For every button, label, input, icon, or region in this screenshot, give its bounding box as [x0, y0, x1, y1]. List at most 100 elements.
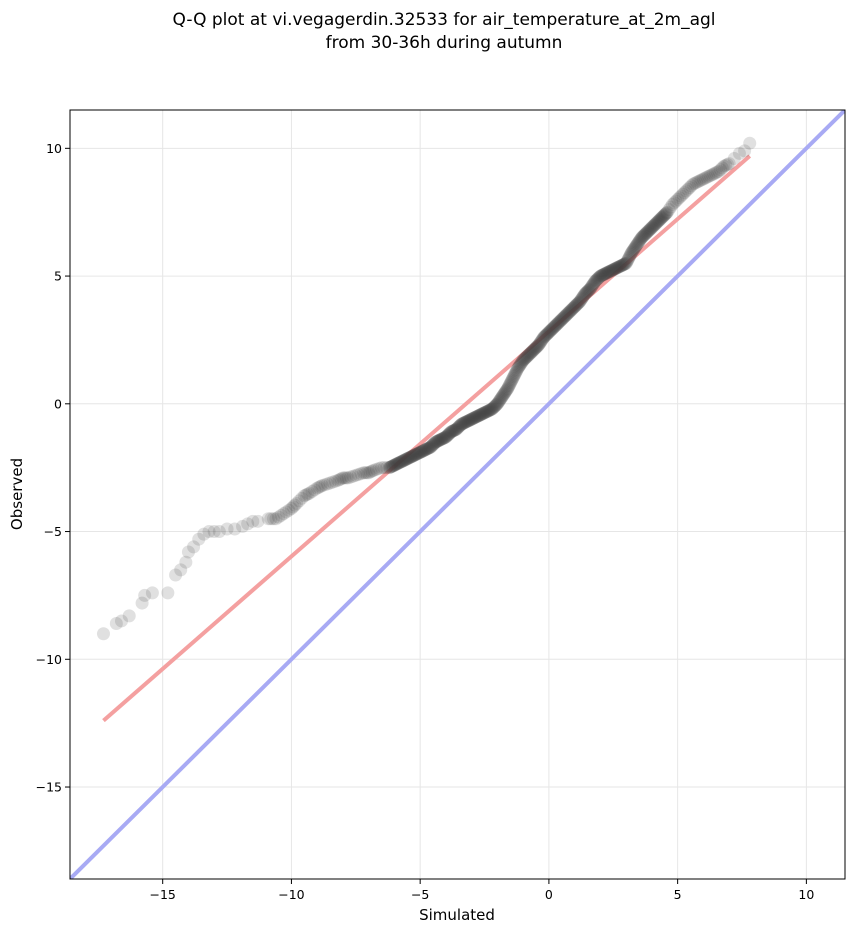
quantile-point	[590, 273, 604, 287]
quantile-point	[640, 225, 654, 239]
quantile-point	[310, 481, 324, 495]
quantile-point	[274, 508, 288, 522]
quantile-point	[587, 276, 601, 290]
quantile-point	[579, 286, 593, 300]
quantile-point	[614, 259, 628, 273]
quantile-point	[286, 500, 300, 514]
quantile-point	[473, 408, 487, 422]
x-tick-label: −10	[278, 887, 304, 902]
quantile-point	[629, 238, 643, 252]
quantile-point	[712, 164, 726, 178]
quantile-point	[480, 404, 494, 418]
quantile-point	[312, 480, 326, 494]
quantile-point	[487, 400, 501, 414]
quantile-point	[295, 491, 309, 505]
quantile-point	[550, 317, 564, 331]
quantile-point	[109, 617, 123, 631]
quantile-point	[542, 325, 556, 339]
quantile-point	[639, 226, 653, 240]
quantile-point	[482, 403, 496, 417]
quantile-point	[421, 442, 435, 456]
quantile-point	[358, 466, 372, 480]
quantile-point	[448, 423, 462, 437]
quantile-point	[538, 329, 552, 343]
quantile-point	[499, 384, 513, 398]
quantile-point	[486, 401, 500, 415]
quantile-point	[466, 411, 480, 425]
quantile-point	[338, 471, 352, 485]
quantile-point	[464, 412, 478, 426]
fit-line	[102, 154, 752, 723]
quantile-point	[179, 555, 193, 569]
quantile-point	[568, 300, 582, 314]
quantile-point	[582, 283, 596, 297]
quantile-point	[624, 248, 638, 262]
quantile-point	[653, 212, 667, 226]
quantile-point	[344, 470, 358, 484]
quantile-point	[440, 429, 454, 443]
quantile-point	[620, 255, 634, 269]
quantile-point	[696, 172, 710, 186]
chart-title-line-2: from 30-36h during autumn	[326, 33, 563, 53]
quantile-point	[96, 627, 110, 641]
quantile-point	[667, 196, 681, 210]
quantile-point	[564, 303, 578, 317]
quantile-point	[489, 398, 503, 412]
quantile-point	[615, 258, 629, 272]
quantile-point	[568, 299, 582, 313]
quantile-point	[246, 514, 260, 528]
quantile-point	[493, 394, 507, 408]
quantile-point	[426, 437, 440, 451]
quantile-point	[532, 338, 546, 352]
quantile-point	[404, 450, 418, 464]
quantile-point	[251, 514, 265, 528]
quantile-point	[487, 400, 501, 414]
quantile-point	[732, 146, 746, 160]
quantile-point	[544, 323, 558, 337]
quantile-point	[567, 300, 581, 314]
quantile-point	[559, 308, 573, 322]
quantile-point	[553, 314, 567, 328]
quantile-point	[586, 277, 600, 291]
quantile-point	[302, 486, 316, 500]
quantile-point	[419, 442, 433, 456]
x-tick-label: 0	[545, 887, 553, 902]
quantile-point	[557, 310, 571, 324]
quantile-point	[499, 385, 513, 399]
quantile-point	[135, 596, 149, 610]
quantile-point	[444, 425, 458, 439]
quantile-point	[656, 210, 670, 224]
quantile-point	[398, 453, 412, 467]
quantile-point	[537, 330, 551, 344]
quantile-point	[612, 260, 626, 274]
quantile-point	[425, 439, 439, 453]
quantile-point	[571, 296, 585, 310]
quantile-point	[473, 408, 487, 422]
quantile-point	[546, 322, 560, 336]
quantile-point	[672, 191, 686, 205]
quantile-point	[451, 421, 465, 435]
quantile-point	[546, 321, 560, 335]
quantile-point	[621, 252, 635, 266]
quantile-point	[380, 461, 394, 475]
quantile-point	[455, 417, 469, 431]
quantile-point	[279, 505, 293, 519]
quantile-point	[539, 328, 553, 342]
quantile-point	[654, 212, 668, 226]
quantile-point	[332, 473, 346, 487]
quantile-point	[412, 446, 426, 460]
quantile-point	[658, 207, 672, 221]
quantile-point	[387, 458, 401, 472]
quantile-point	[588, 274, 602, 288]
quantile-point	[551, 317, 565, 331]
quantile-point	[241, 517, 255, 531]
quantile-point	[595, 268, 609, 282]
quantile-point	[413, 445, 427, 459]
quantile-point	[638, 228, 652, 242]
quantile-point	[507, 370, 521, 384]
quantile-point	[401, 451, 415, 465]
quantile-point	[601, 265, 615, 279]
quantile-point	[618, 257, 632, 271]
plot-frame	[69, 109, 846, 880]
quantile-point	[508, 367, 522, 381]
